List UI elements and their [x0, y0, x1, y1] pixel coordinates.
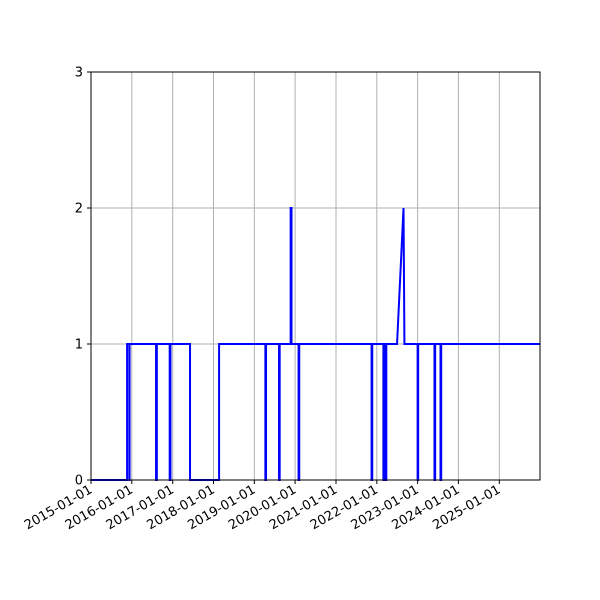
plot-frame: [90, 71, 541, 481]
y-tick-label: 2: [75, 202, 83, 217]
series-layer: [91, 207, 540, 481]
y-tick-label: 1: [75, 338, 83, 353]
y-tick-label: 3: [75, 66, 83, 81]
y-tick-label: 0: [75, 474, 83, 489]
x-axis: 2015-01-012016-01-012017-01-012018-01-01…: [22, 480, 503, 533]
series-line: [91, 207, 540, 481]
y-axis: 0 1 2 3: [75, 66, 91, 489]
grid-layer: [90, 71, 540, 481]
